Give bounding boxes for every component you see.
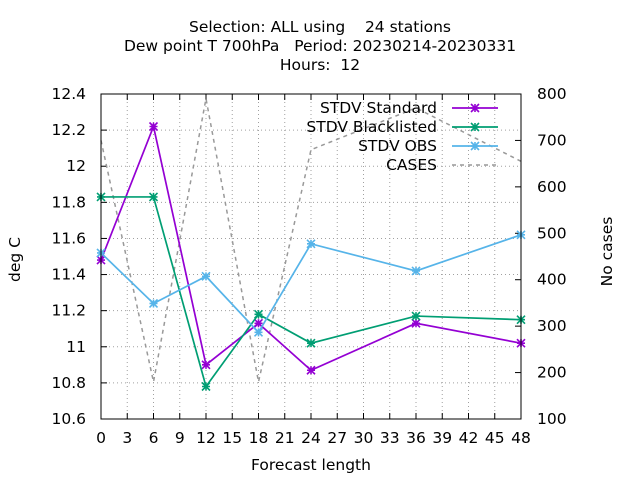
data-point-stdv-obs [307,240,315,248]
y-tick-label: 11.6 [51,229,86,247]
y-tick-label: 10.6 [51,410,86,428]
data-point-stdv-blacklisted [150,193,158,201]
x-tick-label: 21 [275,429,295,447]
x-tick-label: 45 [485,429,505,447]
legend-marker-stdv-standard [471,104,479,112]
legend-label-stdv-standard: STDV Standard [320,99,437,117]
series-line-stdv-standard [101,127,521,371]
x-tick-label: 0 [96,429,106,447]
data-point-stdv-blacklisted [202,383,210,391]
legend-label-cases: CASES [386,156,437,174]
y-tick-label: 11.2 [51,302,86,320]
y-tick-label: 11.4 [51,266,86,284]
y2-tick-label: 300 [537,317,567,335]
y-tick-label: 12 [66,157,86,175]
chart-title-line-2: Dew point T 700hPa Period: 20230214-2023… [0,37,640,56]
y2-tick-label: 200 [537,364,567,382]
chart-title-line-1: Selection: ALL using 24 stations [0,18,640,37]
y-axis-label: deg C [6,237,24,282]
x-tick-label: 6 [149,429,159,447]
data-point-stdv-obs [412,267,420,275]
y2-tick-label: 400 [537,271,567,289]
y2-tick-label: 700 [537,131,567,149]
y2-axis-label: No cases [598,217,616,287]
data-point-stdv-blacklisted [255,310,263,318]
chart-title-line-3: Hours: 12 [0,56,640,75]
y2-tick-label: 800 [537,85,567,103]
data-point-stdv-standard [150,123,158,131]
y-tick-label: 11.8 [51,193,86,211]
x-tick-label: 9 [175,429,185,447]
x-tick-label: 30 [354,429,374,447]
x-tick-label: 27 [327,429,347,447]
legend-label-stdv-obs: STDV OBS [358,137,437,155]
x-tick-label: 18 [249,429,269,447]
data-point-stdv-obs [255,328,263,336]
x-tick-label: 42 [459,429,479,447]
x-tick-label: 48 [511,429,531,447]
data-point-stdv-obs [150,299,158,307]
x-tick-label: 15 [222,429,242,447]
y-tick-label: 12.2 [51,121,86,139]
y-tick-label: 11 [66,338,86,356]
data-point-stdv-standard [412,319,420,327]
x-tick-label: 39 [432,429,452,447]
x-tick-label: 3 [122,429,132,447]
y-tick-label: 12.4 [51,85,86,103]
data-point-stdv-standard [307,366,315,374]
legend-label-stdv-blacklisted: STDV Blacklisted [306,118,437,136]
x-tick-label: 36 [406,429,426,447]
data-point-stdv-obs [202,272,210,280]
x-tick-label: 33 [380,429,400,447]
y2-tick-label: 100 [537,410,567,428]
x-tick-label: 12 [196,429,216,447]
x-tick-label: 24 [301,429,321,447]
y2-tick-label: 600 [537,178,567,196]
y-tick-label: 10.8 [51,374,86,392]
y2-tick-label: 500 [537,224,567,242]
data-point-stdv-blacklisted [307,339,315,347]
data-point-stdv-standard [202,361,210,369]
x-axis-label: Forecast length [251,456,371,474]
legend-marker-stdv-obs [471,142,479,150]
legend-marker-stdv-blacklisted [471,123,479,131]
data-point-stdv-blacklisted [412,312,420,320]
